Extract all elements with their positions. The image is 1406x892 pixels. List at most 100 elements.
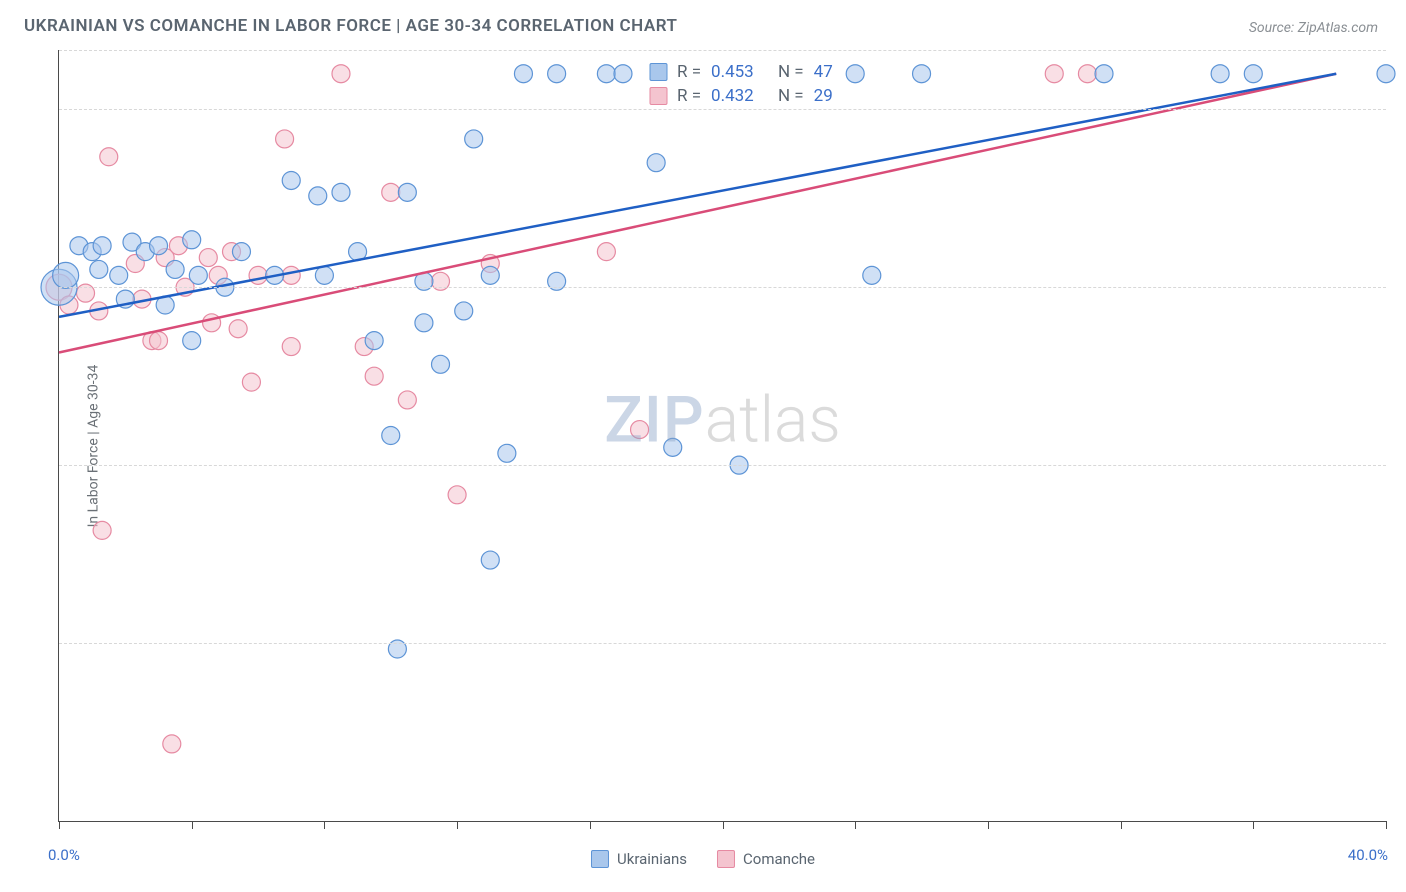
data-point bbox=[415, 314, 433, 332]
data-point bbox=[398, 391, 416, 409]
data-point bbox=[189, 266, 207, 284]
data-point bbox=[481, 266, 499, 284]
data-point bbox=[110, 266, 128, 284]
x-tick bbox=[1386, 821, 1387, 829]
data-point bbox=[1377, 65, 1395, 83]
stats-row-series1: R = 0.453 N = 47 bbox=[649, 60, 833, 84]
data-point bbox=[183, 332, 201, 350]
x-tick bbox=[324, 821, 325, 829]
data-point bbox=[597, 65, 615, 83]
x-tick bbox=[988, 821, 989, 829]
data-point bbox=[282, 171, 300, 189]
data-point bbox=[100, 148, 118, 166]
legend-label-series1: Ukrainians bbox=[617, 850, 687, 868]
data-point bbox=[498, 444, 516, 462]
data-point bbox=[150, 332, 168, 350]
r-value-1: 0.453 bbox=[711, 62, 754, 82]
data-point bbox=[614, 65, 632, 83]
x-tick bbox=[59, 821, 60, 829]
n-label-2: N = bbox=[778, 86, 804, 106]
stats-swatch-2 bbox=[649, 87, 667, 105]
legend-item-series1: Ukrainians bbox=[591, 850, 687, 868]
data-point bbox=[199, 249, 217, 267]
data-point bbox=[1078, 65, 1096, 83]
data-point bbox=[166, 260, 184, 278]
n-value-2: 29 bbox=[814, 86, 833, 106]
data-point bbox=[548, 65, 566, 83]
data-point bbox=[249, 266, 267, 284]
data-point bbox=[183, 231, 201, 249]
data-point bbox=[365, 332, 383, 350]
correlation-stats-box: R = 0.453 N = 47 R = 0.432 N = 29 bbox=[649, 60, 833, 108]
data-point bbox=[846, 65, 864, 83]
data-point bbox=[242, 373, 260, 391]
data-point bbox=[93, 237, 111, 255]
data-point bbox=[332, 183, 350, 201]
n-label-1: N = bbox=[778, 62, 804, 82]
data-point bbox=[53, 262, 79, 288]
x-tick bbox=[1121, 821, 1122, 829]
data-point bbox=[150, 237, 168, 255]
data-point bbox=[282, 338, 300, 356]
data-point bbox=[465, 130, 483, 148]
data-point bbox=[664, 438, 682, 456]
n-value-1: 47 bbox=[814, 62, 833, 82]
stats-row-series2: R = 0.432 N = 29 bbox=[649, 84, 833, 108]
data-point bbox=[448, 486, 466, 504]
gridline-h bbox=[59, 287, 1386, 288]
data-point bbox=[309, 187, 327, 205]
x-tick bbox=[590, 821, 591, 829]
data-point bbox=[398, 183, 416, 201]
data-point bbox=[631, 421, 649, 439]
legend-item-series2: Comanche bbox=[717, 850, 815, 868]
legend-label-series2: Comanche bbox=[743, 850, 815, 868]
data-point bbox=[382, 183, 400, 201]
data-point bbox=[163, 735, 181, 753]
x-tick bbox=[1253, 821, 1254, 829]
data-point bbox=[382, 427, 400, 445]
r-value-2: 0.432 bbox=[711, 86, 754, 106]
r-label-2: R = bbox=[677, 86, 701, 106]
legend-swatch-series1 bbox=[591, 850, 609, 868]
data-point bbox=[229, 320, 247, 338]
x-tick bbox=[192, 821, 193, 829]
x-axis-max-label: 40.0% bbox=[1348, 846, 1388, 864]
correlation-chart: UKRAINIAN VS COMANCHE IN LABOR FORCE | A… bbox=[0, 0, 1406, 892]
r-label-1: R = bbox=[677, 62, 701, 82]
x-axis-min-label: 0.0% bbox=[48, 846, 80, 864]
data-point bbox=[455, 302, 473, 320]
data-point bbox=[365, 367, 383, 385]
data-point bbox=[315, 266, 333, 284]
gridline-h bbox=[59, 465, 1386, 466]
gridline-h bbox=[59, 109, 1386, 110]
data-point bbox=[913, 65, 931, 83]
legend-swatch-series2 bbox=[717, 850, 735, 868]
data-point bbox=[432, 355, 450, 373]
data-point bbox=[514, 65, 532, 83]
data-point bbox=[93, 521, 111, 539]
data-point bbox=[1244, 65, 1262, 83]
plot-svg bbox=[59, 50, 1386, 821]
source-attribution: Source: ZipAtlas.com bbox=[1249, 20, 1378, 36]
x-tick bbox=[723, 821, 724, 829]
data-point bbox=[276, 130, 294, 148]
plot-area: ZIPatlas R = 0.453 N = 47 R = 0.432 N = … bbox=[58, 50, 1386, 822]
data-point bbox=[1045, 65, 1063, 83]
data-point bbox=[647, 154, 665, 172]
data-point bbox=[282, 266, 300, 284]
stats-swatch-1 bbox=[649, 63, 667, 81]
data-point bbox=[863, 266, 881, 284]
trendline bbox=[59, 74, 1336, 353]
gridline-h bbox=[59, 50, 1386, 51]
x-tick bbox=[457, 821, 458, 829]
data-point bbox=[232, 243, 250, 261]
data-point bbox=[597, 243, 615, 261]
chart-title: UKRAINIAN VS COMANCHE IN LABOR FORCE | A… bbox=[24, 16, 677, 36]
x-tick bbox=[855, 821, 856, 829]
data-point bbox=[90, 260, 108, 278]
data-point bbox=[1095, 65, 1113, 83]
legend-bottom: Ukrainians Comanche bbox=[591, 850, 815, 868]
data-point bbox=[1211, 65, 1229, 83]
data-point bbox=[332, 65, 350, 83]
gridline-h bbox=[59, 643, 1386, 644]
